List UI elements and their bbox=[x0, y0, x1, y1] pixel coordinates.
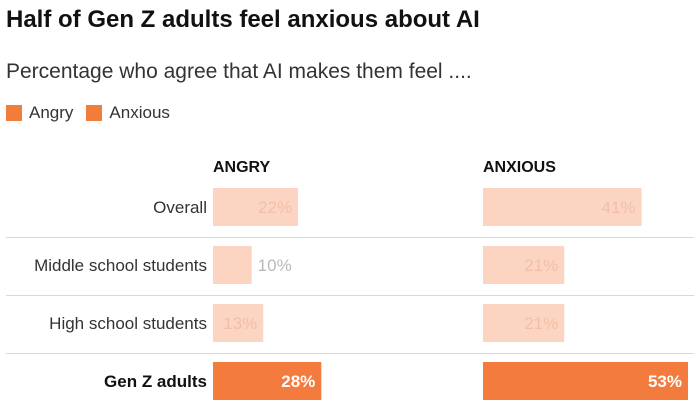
bar-angry-gen-z-adults bbox=[213, 362, 322, 400]
value-label-anxious-middle-school-students: 21% bbox=[524, 256, 558, 275]
legend-item-angry: Angry bbox=[6, 103, 73, 123]
legend-label-anxious: Anxious bbox=[109, 103, 170, 122]
category-label-gen-z-adults: Gen Z adults bbox=[104, 372, 207, 391]
value-label-angry-gen-z-adults: 28% bbox=[281, 372, 315, 391]
category-label-overall: Overall bbox=[153, 198, 207, 217]
value-label-angry-middle-school-students: 10% bbox=[258, 256, 292, 275]
bar-angry-middle-school-students bbox=[213, 246, 252, 284]
panel-header-anxious: ANXIOUS bbox=[483, 159, 556, 176]
bar-angry-overall bbox=[213, 188, 299, 226]
bar-angry-high-school-students bbox=[213, 304, 264, 342]
value-label-angry-overall: 22% bbox=[258, 198, 292, 217]
value-label-anxious-high-school-students: 21% bbox=[524, 314, 558, 333]
category-label-middle-school-students: Middle school students bbox=[34, 256, 207, 275]
legend-swatch-anxious bbox=[86, 105, 103, 121]
chart-subtitle: Percentage who agree that AI makes them … bbox=[6, 60, 472, 83]
legend-label-angry: Angry bbox=[29, 103, 74, 122]
legend: Angry Anxious bbox=[6, 103, 183, 123]
bar-anxious-overall bbox=[483, 188, 642, 226]
chart-title: Half of Gen Z adults feel anxious about … bbox=[6, 6, 480, 33]
bar-anxious-high-school-students bbox=[483, 304, 565, 342]
legend-item-anxious: Anxious bbox=[86, 103, 170, 123]
value-label-anxious-gen-z-adults: 53% bbox=[648, 372, 682, 391]
value-label-angry-high-school-students: 13% bbox=[223, 314, 257, 333]
value-label-anxious-overall: 41% bbox=[602, 198, 636, 217]
panel-header-angry: ANGRY bbox=[213, 159, 271, 176]
category-label-high-school-students: High school students bbox=[49, 314, 207, 333]
bar-anxious-middle-school-students bbox=[483, 246, 565, 284]
legend-swatch-angry bbox=[6, 105, 22, 121]
bar-anxious-gen-z-adults bbox=[483, 362, 688, 400]
